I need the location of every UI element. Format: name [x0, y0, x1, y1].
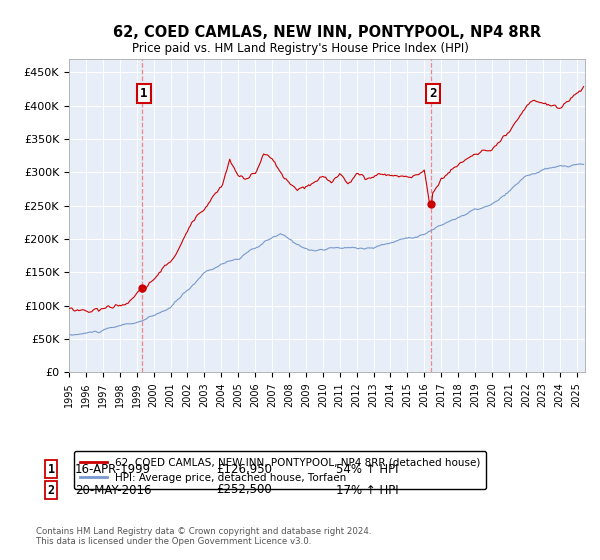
Title: 62, COED CAMLAS, NEW INN, PONTYPOOL, NP4 8RR: 62, COED CAMLAS, NEW INN, PONTYPOOL, NP4…: [113, 25, 541, 40]
Text: £126,950: £126,950: [216, 463, 272, 476]
Text: 20-MAY-2016: 20-MAY-2016: [75, 483, 151, 497]
Text: 1: 1: [140, 87, 148, 100]
Text: 2: 2: [47, 483, 55, 497]
Text: 1: 1: [47, 463, 55, 476]
Text: 2: 2: [430, 87, 437, 100]
Text: Contains HM Land Registry data © Crown copyright and database right 2024.
This d: Contains HM Land Registry data © Crown c…: [36, 526, 371, 546]
Text: 54% ↑ HPI: 54% ↑ HPI: [336, 463, 398, 476]
Text: Price paid vs. HM Land Registry's House Price Index (HPI): Price paid vs. HM Land Registry's House …: [131, 42, 469, 55]
Text: 16-APR-1999: 16-APR-1999: [75, 463, 151, 476]
Legend: 62, COED CAMLAS, NEW INN, PONTYPOOL, NP4 8RR (detached house), HPI: Average pric: 62, COED CAMLAS, NEW INN, PONTYPOOL, NP4…: [74, 451, 487, 489]
Text: £252,500: £252,500: [216, 483, 272, 497]
Text: 17% ↑ HPI: 17% ↑ HPI: [336, 483, 398, 497]
